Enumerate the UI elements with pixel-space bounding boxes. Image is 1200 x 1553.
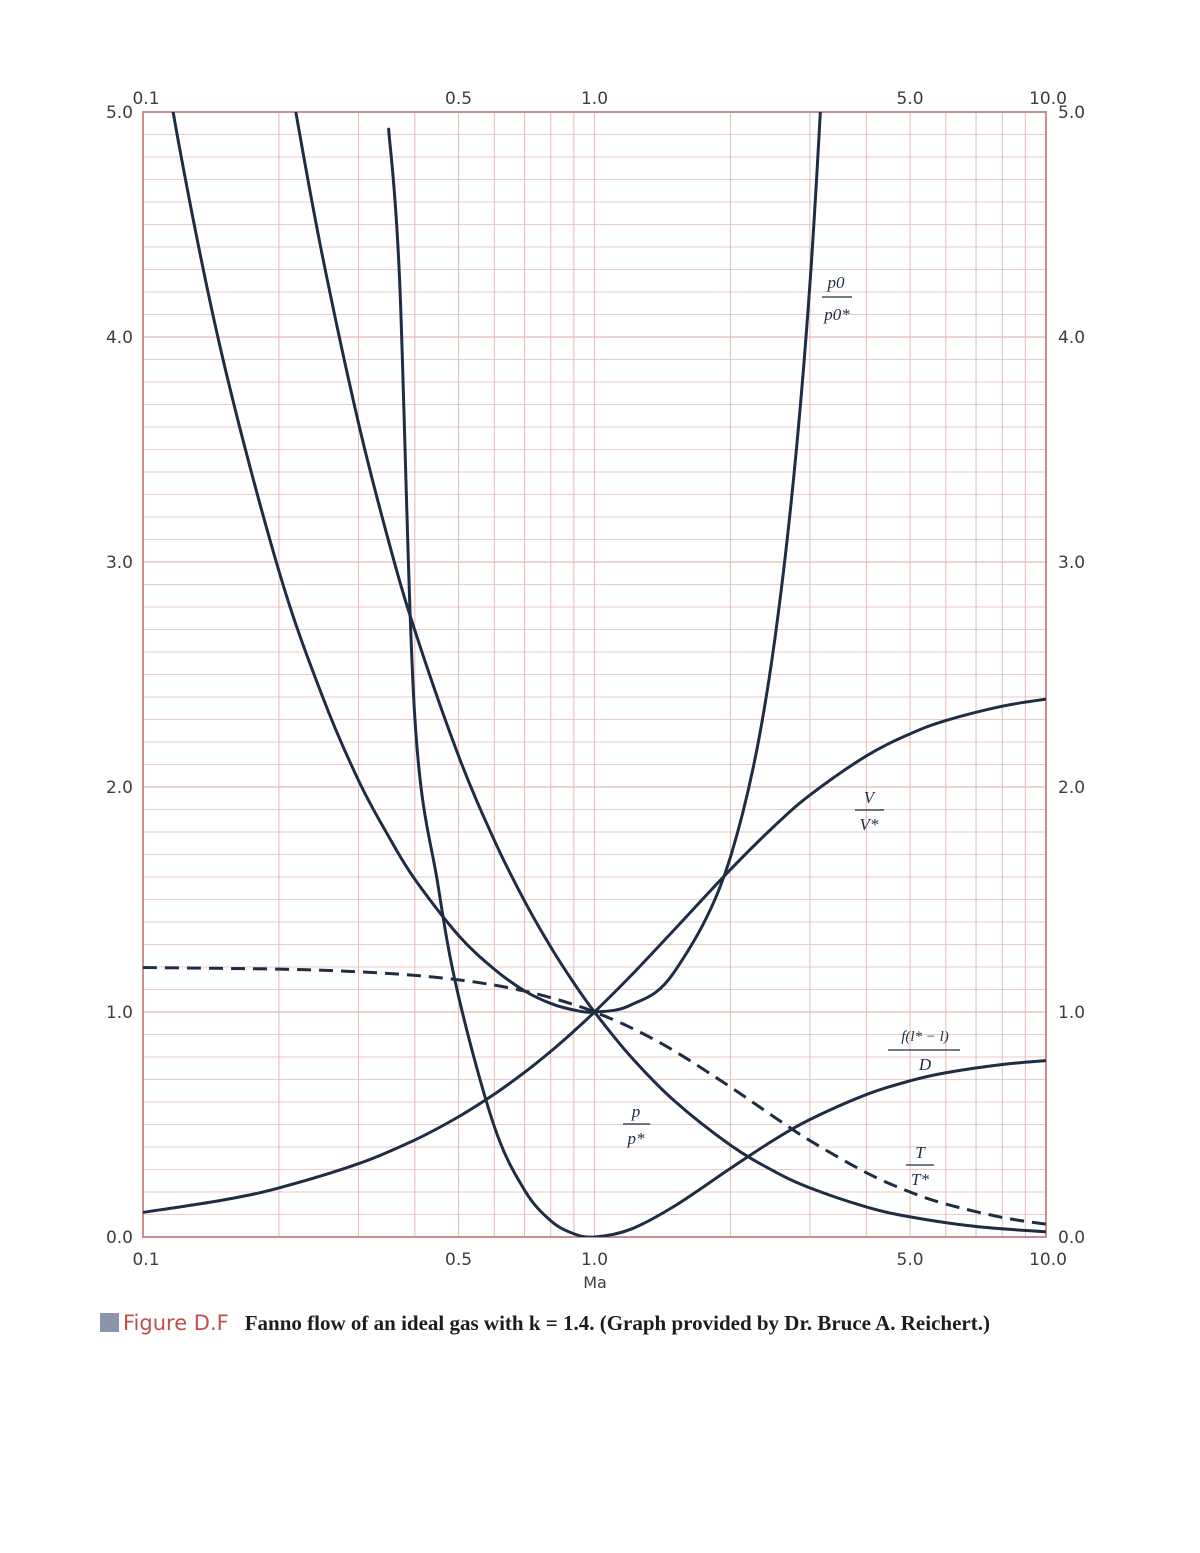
series-line-4 [143,966,1046,1226]
label-p-num: p [631,1102,641,1121]
x-tick-bottom: 1.0 [581,1250,608,1270]
label-p-ratio: p p* [623,1102,650,1148]
label-t-den: T* [911,1170,929,1189]
x-tick-top: 0.1 [132,89,159,109]
label-p0-den: p0* [823,305,850,324]
y-tick-left: 4.0 [106,328,133,348]
x-tick-top: 5.0 [897,89,924,109]
grid [143,112,1046,1237]
tick-labels: 0.1 0.5 1.0 5.0 10.00.1 0.5 1.0 5.0 10.05.04.03.… [106,89,1085,1270]
series-line-2 [294,112,1046,1234]
x-tick-bottom: 0.5 [445,1250,472,1270]
x-tick-bottom: 5.0 [897,1250,924,1270]
label-v-ratio: V V* [855,788,884,834]
y-tick-right: 1.0 [1058,1003,1085,1023]
y-tick-right: 3.0 [1058,553,1085,573]
y-tick-right: 5.0 [1058,103,1085,123]
label-t-num: T [915,1143,926,1162]
y-tick-left: 2.0 [106,778,133,798]
series-line-3 [387,127,1046,1237]
x-tick-bottom: 0.1 [132,1250,159,1270]
label-friction-den: D [918,1055,932,1074]
x-tick-bottom: 10.0 [1029,1250,1067,1270]
x-tick-top: 0.5 [445,89,472,109]
y-tick-left: 0.0 [106,1228,133,1248]
label-friction-num: f(l* − l) [901,1029,949,1045]
x-axis-title: Ma [583,1273,607,1292]
figure-marker-icon [100,1313,119,1332]
y-tick-left: 1.0 [106,1003,133,1023]
x-tick-top: 1.0 [581,89,608,109]
series-line-0 [171,112,822,1014]
label-v-den: V* [860,815,879,834]
label-v-num: V [864,788,877,807]
y-tick-left: 3.0 [106,553,133,573]
y-tick-left: 5.0 [106,103,133,123]
x-tick-top: 10.0 [1029,89,1067,109]
figure-caption: Figure D.F Fanno flow of an ideal gas wit… [100,1308,1080,1338]
y-tick-right: 0.0 [1058,1228,1085,1248]
label-p0-num: p0 [827,273,846,292]
label-p0-ratio: p0 p0* [822,273,852,324]
caption-text: Fanno flow of an ideal gas with k = 1.4.… [244,1311,990,1335]
figure-label: Figure D.F [123,1311,229,1335]
label-p-den: p* [627,1129,646,1148]
fanno-chart: 0.1 0.5 1.0 5.0 10.00.1 0.5 1.0 5.0 10.05.04.03.… [106,89,1085,1292]
label-t-ratio: T T* [906,1143,934,1189]
y-tick-right: 2.0 [1058,778,1085,798]
curves [143,112,1046,1237]
label-friction-ratio: f(l* − l) D [888,1029,960,1074]
y-tick-right: 4.0 [1058,328,1085,348]
